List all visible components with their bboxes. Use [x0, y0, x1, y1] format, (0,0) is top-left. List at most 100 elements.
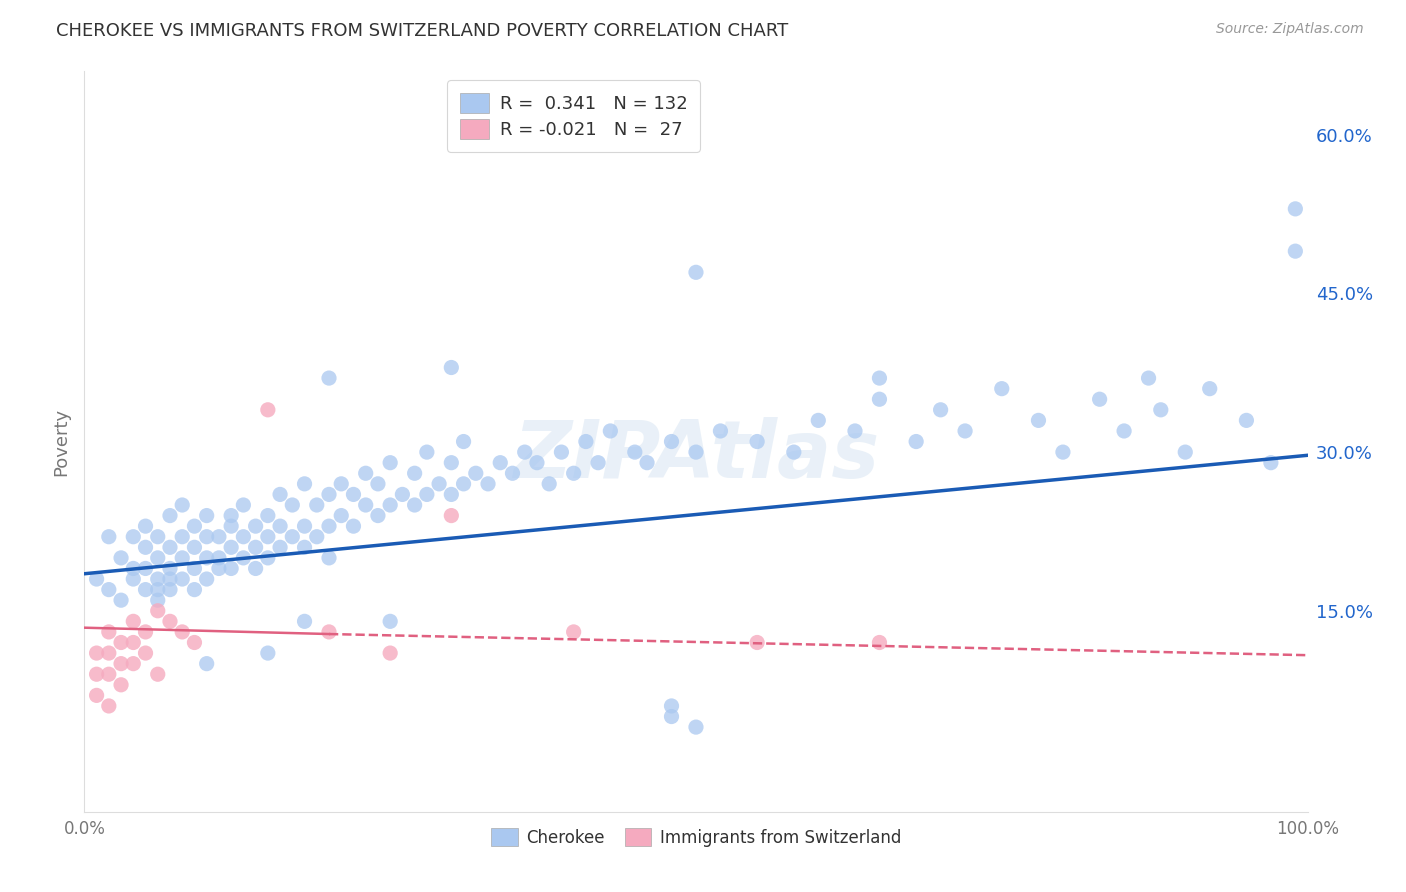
Point — [869, 392, 891, 407]
Point — [135, 519, 157, 533]
Point — [1150, 402, 1173, 417]
Point — [97, 624, 120, 639]
Point — [219, 519, 242, 533]
Point — [257, 530, 280, 544]
Point — [110, 657, 132, 671]
Point — [477, 476, 499, 491]
Point — [502, 467, 524, 481]
Point — [538, 476, 561, 491]
Point — [661, 434, 683, 449]
Point — [453, 476, 475, 491]
Y-axis label: Poverty: Poverty — [52, 408, 70, 475]
Point — [869, 635, 891, 649]
Text: ZIPAtlas: ZIPAtlas — [513, 417, 879, 495]
Point — [294, 541, 316, 555]
Point — [440, 456, 463, 470]
Point — [172, 530, 194, 544]
Point — [685, 265, 707, 279]
Point — [146, 582, 169, 597]
Point — [135, 541, 157, 555]
Point — [159, 561, 181, 575]
Point — [747, 635, 769, 649]
Point — [1236, 413, 1258, 427]
Point — [330, 476, 353, 491]
Point — [86, 667, 108, 681]
Point — [232, 550, 254, 565]
Point — [1198, 382, 1220, 396]
Point — [342, 487, 364, 501]
Point — [183, 519, 205, 533]
Point — [281, 498, 304, 512]
Point — [354, 467, 377, 481]
Point — [135, 561, 157, 575]
Point — [269, 519, 291, 533]
Point — [929, 402, 952, 417]
Point — [195, 572, 218, 586]
Point — [208, 550, 231, 565]
Point — [747, 434, 769, 449]
Point — [367, 508, 389, 523]
Point — [97, 646, 120, 660]
Point — [294, 519, 316, 533]
Point — [586, 456, 609, 470]
Point — [122, 572, 145, 586]
Point — [146, 530, 169, 544]
Point — [953, 424, 976, 438]
Point — [146, 550, 169, 565]
Point — [183, 635, 205, 649]
Point — [97, 582, 120, 597]
Point — [318, 624, 340, 639]
Point — [269, 487, 291, 501]
Point — [1284, 202, 1306, 216]
Point — [685, 445, 707, 459]
Point — [453, 434, 475, 449]
Point — [135, 624, 157, 639]
Point — [526, 456, 548, 470]
Point — [1052, 445, 1074, 459]
Point — [281, 530, 304, 544]
Point — [318, 371, 340, 385]
Point — [550, 445, 572, 459]
Point — [245, 561, 267, 575]
Point — [294, 476, 316, 491]
Point — [159, 572, 181, 586]
Point — [1174, 445, 1197, 459]
Point — [195, 657, 218, 671]
Point — [636, 456, 658, 470]
Point — [110, 635, 132, 649]
Point — [404, 498, 426, 512]
Point — [294, 615, 316, 629]
Point — [257, 508, 280, 523]
Point — [97, 530, 120, 544]
Point — [122, 615, 145, 629]
Point — [661, 709, 683, 723]
Point — [122, 635, 145, 649]
Point — [172, 572, 194, 586]
Point — [367, 476, 389, 491]
Point — [305, 530, 328, 544]
Point — [159, 615, 181, 629]
Point — [219, 508, 242, 523]
Point — [427, 476, 450, 491]
Point — [135, 646, 157, 660]
Point — [159, 541, 181, 555]
Point — [1260, 456, 1282, 470]
Point — [146, 667, 169, 681]
Point — [440, 487, 463, 501]
Point — [1088, 392, 1111, 407]
Point — [489, 456, 512, 470]
Point — [380, 498, 402, 512]
Point — [86, 646, 108, 660]
Point — [86, 689, 108, 703]
Point — [685, 720, 707, 734]
Point — [624, 445, 647, 459]
Point — [232, 530, 254, 544]
Point — [709, 424, 731, 438]
Point — [195, 508, 218, 523]
Text: CHEROKEE VS IMMIGRANTS FROM SWITZERLAND POVERTY CORRELATION CHART: CHEROKEE VS IMMIGRANTS FROM SWITZERLAND … — [56, 22, 789, 40]
Point — [208, 561, 231, 575]
Point — [575, 434, 598, 449]
Point — [172, 498, 194, 512]
Point — [183, 582, 205, 597]
Point — [783, 445, 806, 459]
